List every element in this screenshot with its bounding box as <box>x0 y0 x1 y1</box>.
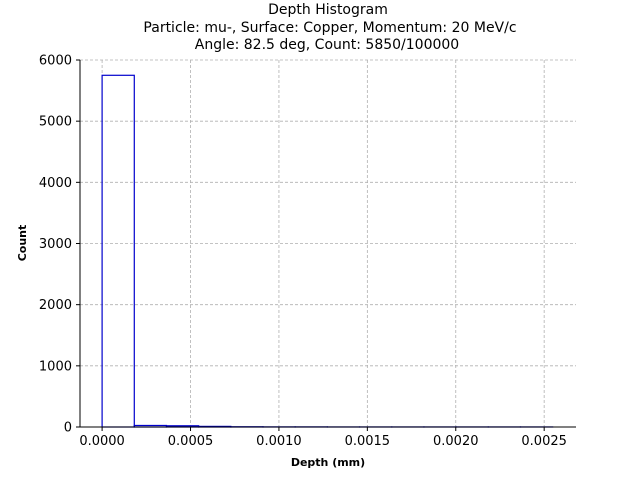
x-tick-label: 0.0005 <box>168 434 214 449</box>
y-tick-label: 1000 <box>39 359 72 374</box>
chart-title-line-2: Particle: mu-, Surface: Copper, Momentum… <box>143 20 516 36</box>
x-tick-label: 0.0020 <box>433 434 479 449</box>
grid-lines <box>80 59 576 428</box>
y-axis-label: Count <box>16 225 29 262</box>
x-tick-label: 0.0000 <box>79 434 125 449</box>
x-axis-ticks: 0.0000 0.0005 0.0010 0.0015 0.0020 0.0025 <box>79 427 567 449</box>
y-tick-label: 3000 <box>39 237 72 252</box>
chart-title: Depth Histogram Particle: mu-, Surface: … <box>143 2 516 53</box>
y-tick-label: 4000 <box>39 176 72 191</box>
y-tick-label: 6000 <box>39 54 72 69</box>
y-tick-label: 5000 <box>39 115 72 130</box>
histogram-bar <box>101 74 135 428</box>
x-tick-label: 0.0010 <box>256 434 302 449</box>
x-tick-label: 0.0025 <box>521 434 567 449</box>
y-axis-ticks: 0 1000 2000 3000 4000 5000 6000 <box>39 54 80 436</box>
chart-title-line-1: Depth Histogram <box>268 2 388 18</box>
x-tick-label: 0.0015 <box>345 434 391 449</box>
x-axis-label: Depth (mm) <box>291 456 365 469</box>
chart-title-line-3: Angle: 82.5 deg, Count: 5850/100000 <box>195 37 459 53</box>
y-tick-label: 2000 <box>39 298 72 313</box>
y-tick-label: 0 <box>64 421 72 436</box>
histogram-bars <box>101 74 554 428</box>
